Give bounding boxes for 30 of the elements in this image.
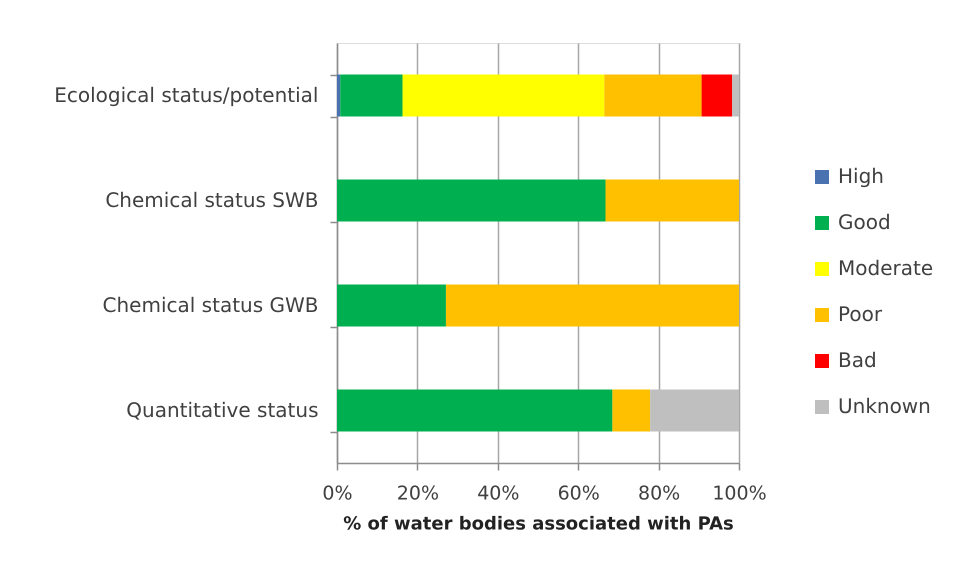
bar [337, 284, 446, 326]
x-axis-title: % of water bodies associated with PAs [343, 514, 734, 534]
bar [337, 390, 612, 432]
bar [402, 74, 604, 116]
legend-label: Good [838, 210, 891, 234]
y-tick-label: Chemical status SWB [105, 188, 318, 212]
x-tick-label: 100% [712, 482, 767, 504]
legend-label: High [838, 164, 884, 188]
bar [337, 74, 340, 116]
y-tick-label: Ecological status/potential [54, 83, 318, 107]
x-tick-label: 60% [558, 482, 600, 504]
bar [650, 390, 739, 432]
legend-label: Bad [838, 348, 877, 372]
bar [702, 74, 732, 116]
x-tick-label: 20% [396, 482, 440, 504]
bar [446, 284, 739, 326]
legend-label: Moderate [838, 256, 934, 280]
bar [604, 74, 702, 116]
bar [732, 74, 739, 116]
legend-label: Unknown [838, 394, 931, 418]
legend-label: Poor [838, 302, 883, 326]
bar [337, 180, 606, 222]
x-tick-label: 40% [477, 482, 520, 504]
x-tick-label: 80% [638, 482, 680, 504]
bar [606, 180, 739, 222]
bar [612, 390, 650, 432]
y-tick-label: Quantitative status [126, 398, 318, 422]
bar [340, 74, 403, 116]
x-tick-label: 0% [322, 482, 353, 504]
y-tick-label: Chemical status GWB [102, 293, 318, 317]
